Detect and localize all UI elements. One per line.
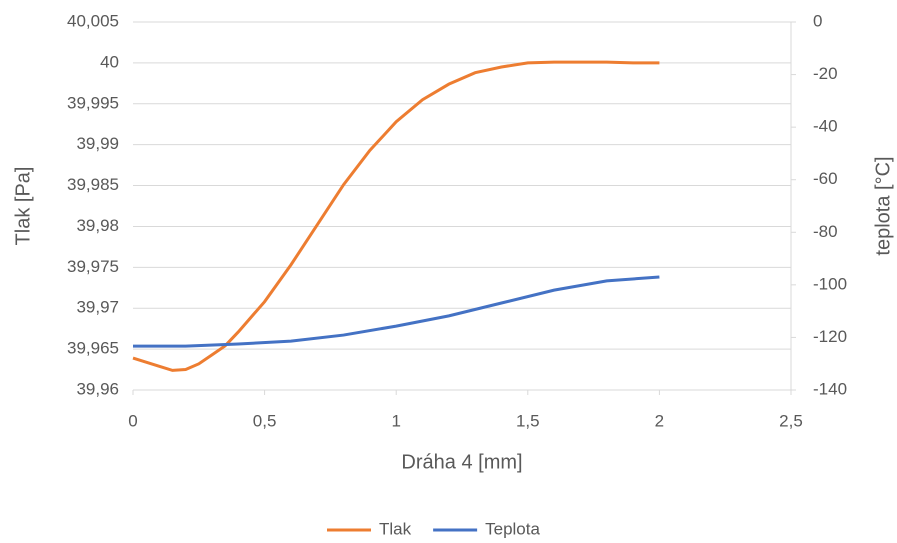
y2-tick-label: 0 [813, 11, 822, 30]
y-tick-label: 39,98 [76, 216, 119, 235]
y-tick-label: 39,995 [67, 93, 119, 112]
x-axis-label: Dráha 4 [mm] [401, 451, 522, 473]
x-tick-label: 1 [391, 411, 400, 430]
y-tick-label: 39,97 [76, 298, 119, 317]
y-tick-label: 40 [100, 52, 119, 71]
y2-tick-label: -120 [813, 327, 847, 346]
x-tick-label: 2 [655, 411, 664, 430]
y2-axis-label: teplota [°C] [872, 156, 894, 255]
data-line [133, 275, 660, 348]
y2-tick-label: -100 [813, 274, 847, 293]
y-tick-label: 39,99 [76, 134, 119, 153]
data-line [132, 60, 660, 372]
y-axis-label: Tlak [Pa] [12, 167, 34, 246]
y2-tick-label: -80 [813, 222, 838, 241]
legend-label: Tlak [379, 519, 412, 538]
y-tick-label: 39,96 [76, 379, 119, 398]
y-tick-label: 39,985 [67, 175, 119, 194]
y2-tick-label: -40 [813, 117, 838, 136]
x-tick-label: 1,5 [516, 411, 540, 430]
y2-tick-label: -60 [813, 169, 838, 188]
y2-tick-label: -140 [813, 379, 847, 398]
y-tick-label: 39,965 [67, 339, 119, 358]
legend-label: Teplota [485, 519, 540, 538]
x-tick-label: 0 [128, 411, 137, 430]
y-tick-label: 40,005 [67, 11, 119, 30]
x-tick-label: 0,5 [253, 411, 277, 430]
y2-tick-label: -20 [813, 64, 838, 83]
y-tick-label: 39,975 [67, 257, 119, 276]
x-tick-label: 2,5 [779, 411, 803, 430]
